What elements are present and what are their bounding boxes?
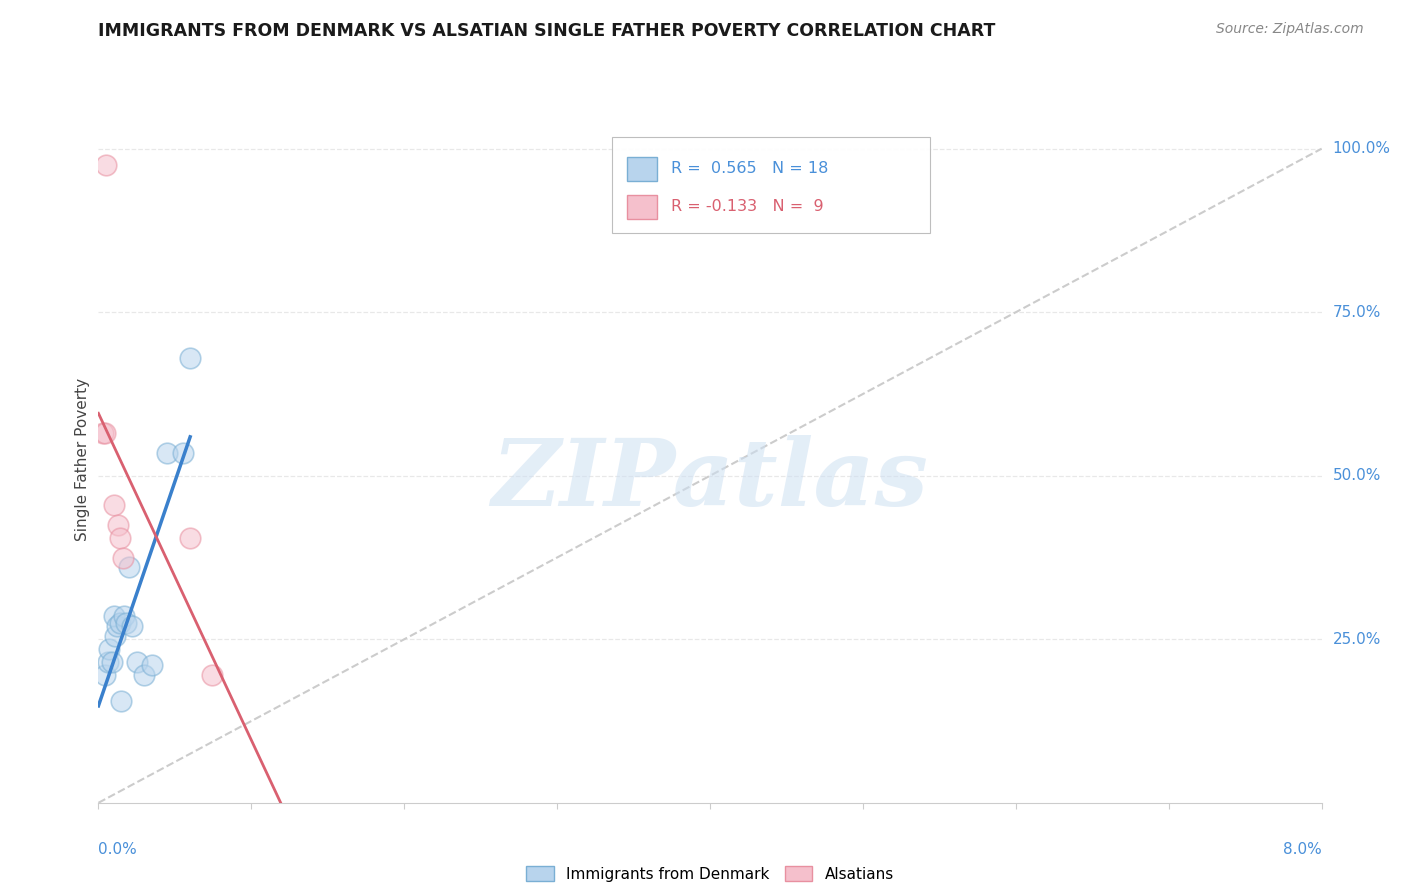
Point [104, 629, 127, 643]
Point [98, 642, 121, 657]
Text: R =  0.565   N = 18: R = 0.565 N = 18 [671, 161, 828, 177]
FancyBboxPatch shape [627, 195, 658, 219]
Point [93, 426, 115, 441]
Text: 0.0%: 0.0% [98, 842, 138, 856]
Point [110, 694, 132, 708]
Point [108, 531, 131, 545]
Point [125, 655, 148, 669]
Text: 8.0%: 8.0% [1282, 842, 1322, 856]
Point [107, 517, 129, 532]
Text: R = -0.133   N =  9: R = -0.133 N = 9 [671, 199, 824, 214]
Point [97, 655, 120, 669]
Point [172, 446, 194, 460]
Point [112, 609, 135, 624]
Point [118, 560, 141, 574]
Legend: Immigrants from Denmark, Alsatians: Immigrants from Denmark, Alsatians [520, 860, 900, 888]
Y-axis label: Single Father Poverty: Single Father Poverty [75, 378, 90, 541]
Text: 100.0%: 100.0% [1333, 141, 1391, 156]
Point [121, 619, 143, 633]
Point [200, 668, 222, 682]
Text: ZIPatlas: ZIPatlas [492, 435, 928, 525]
FancyBboxPatch shape [627, 157, 658, 181]
Point [115, 615, 138, 630]
Text: Source: ZipAtlas.com: Source: ZipAtlas.com [1216, 22, 1364, 37]
Point [141, 658, 163, 673]
Point [93, 668, 115, 682]
Text: IMMIGRANTS FROM DENMARK VS ALSATIAN SINGLE FATHER POVERTY CORRELATION CHART: IMMIGRANTS FROM DENMARK VS ALSATIAN SING… [98, 22, 995, 40]
Text: 25.0%: 25.0% [1333, 632, 1381, 647]
Point [103, 609, 125, 624]
Point [179, 351, 201, 365]
Point [134, 668, 156, 682]
Text: 75.0%: 75.0% [1333, 305, 1381, 319]
Point [111, 550, 134, 565]
Text: 50.0%: 50.0% [1333, 468, 1381, 483]
Point [94, 158, 117, 172]
Point [156, 446, 179, 460]
Point [108, 615, 131, 630]
Point [103, 498, 125, 512]
Point [101, 655, 124, 669]
Point [91, 426, 114, 441]
Point [105, 619, 128, 633]
Point [179, 531, 201, 545]
FancyBboxPatch shape [612, 136, 931, 233]
